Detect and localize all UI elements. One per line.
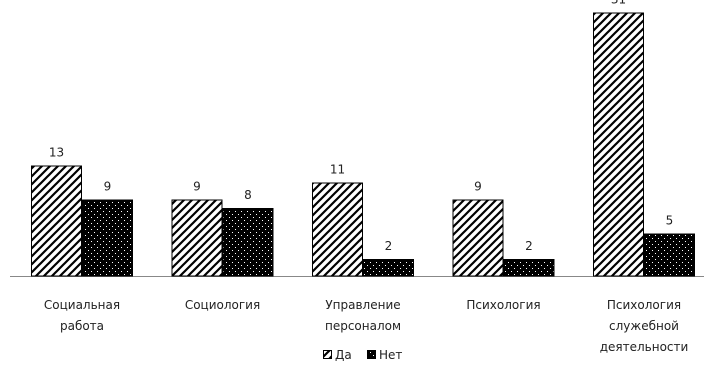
category-label: Психология: [466, 298, 540, 312]
bar-Да-4: [593, 12, 644, 277]
bar-Нет-4: [644, 233, 695, 277]
data-label: 9: [193, 180, 201, 194]
legend-swatch-0: [323, 350, 332, 359]
legend-swatch-1: [367, 350, 376, 359]
bar-Да-3: [452, 199, 504, 277]
category-label: Психология служебной деятельности: [600, 298, 689, 354]
data-label: 9: [474, 180, 482, 194]
legend-label-0: Да: [335, 348, 352, 362]
data-label: 31: [611, 0, 626, 7]
bar-Нет-1: [222, 208, 274, 277]
legend-label-1: Нет: [379, 348, 402, 362]
category-label: Управление персоналом: [325, 298, 401, 333]
bar-Да-2: [312, 182, 363, 277]
legend: Да Нет: [323, 348, 402, 362]
data-label: 11: [330, 163, 345, 177]
category-label: Социология: [185, 298, 260, 312]
bar-Нет-0: [82, 199, 133, 277]
data-label: 8: [244, 188, 252, 202]
data-label: 9: [104, 180, 112, 194]
bar-Нет-3: [503, 259, 555, 277]
data-label: 13: [49, 146, 64, 160]
data-label: 2: [385, 239, 393, 253]
category-label: Социальная работа: [44, 298, 120, 333]
data-label: 2: [525, 239, 533, 253]
data-label: 5: [666, 214, 674, 228]
bar-Нет-2: [363, 259, 414, 277]
bar-Да-1: [171, 199, 223, 277]
bar-Да-0: [31, 165, 82, 277]
